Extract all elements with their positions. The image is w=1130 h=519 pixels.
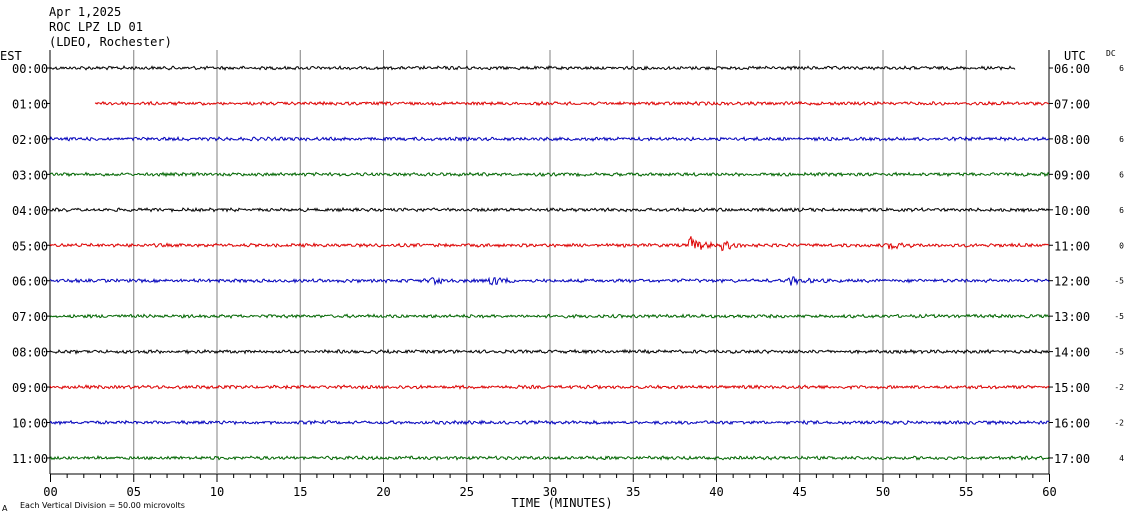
est-row-label: 07:00 — [12, 310, 48, 324]
est-row-label: 11:00 — [12, 452, 48, 466]
est-row-label: 04:00 — [12, 204, 48, 218]
utc-row-label: 06:00 — [1054, 62, 1090, 76]
est-row-label: 10:00 — [12, 417, 48, 431]
x-tick-label: 30 — [543, 485, 557, 499]
corner-mark: A — [2, 504, 8, 513]
est-row-label: 03:00 — [12, 168, 48, 182]
plot-grid — [46, 50, 1053, 482]
dc-value: 4 — [1119, 454, 1124, 463]
scale-note: Each Vertical Division = 50.00 microvolt… — [20, 501, 185, 510]
dc-header: DC — [1106, 49, 1116, 58]
x-tick-label: 60 — [1042, 485, 1056, 499]
utc-row-label: 08:00 — [1054, 133, 1090, 147]
utc-row-label: 17:00 — [1054, 452, 1090, 466]
dc-value: 6 — [1119, 135, 1124, 144]
dc-value: -2 — [1114, 383, 1124, 392]
x-tick-label: 50 — [876, 485, 890, 499]
dc-value: -5 — [1114, 277, 1124, 286]
dc-value: 6 — [1119, 64, 1124, 73]
utc-row-label: 13:00 — [1054, 310, 1090, 324]
utc-row-label: 09:00 — [1054, 168, 1090, 182]
x-tick-label: 05 — [127, 485, 141, 499]
dc-value: -5 — [1114, 348, 1124, 357]
x-tick-label: 15 — [293, 485, 307, 499]
utc-row-label: 11:00 — [1054, 239, 1090, 253]
x-tick-label: 10 — [210, 485, 224, 499]
x-tick-label: 00 — [43, 485, 57, 499]
est-row-label: 09:00 — [12, 381, 48, 395]
trace-line — [49, 206, 1050, 213]
est-label: EST — [0, 49, 22, 63]
utc-row-label: 14:00 — [1054, 346, 1090, 360]
x-tick-label: 45 — [793, 485, 807, 499]
est-row-label: 00:00 — [12, 62, 48, 76]
trace-line — [49, 313, 1050, 319]
utc-row-label: 07:00 — [1054, 97, 1090, 111]
trace-line — [49, 454, 1050, 461]
trace-line — [49, 276, 1050, 286]
x-tick-label: 20 — [376, 485, 390, 499]
trace-line — [49, 419, 1050, 426]
est-row-label: 08:00 — [12, 346, 48, 360]
utc-row-label: 16:00 — [1054, 417, 1090, 431]
utc-row-label: 12:00 — [1054, 275, 1090, 289]
trace-line — [94, 100, 1050, 107]
utc-label: UTC — [1064, 49, 1086, 63]
trace-line — [49, 171, 1050, 178]
station-label: ROC LPZ LD 01 — [49, 20, 143, 34]
trace-line — [49, 65, 1016, 71]
date-label: Apr 1,2025 — [49, 5, 122, 19]
trace-line — [49, 135, 1050, 142]
dc-value: 6 — [1119, 206, 1124, 215]
est-row-label: 02:00 — [12, 133, 48, 147]
network-label: (LDEO, Rochester) — [49, 35, 172, 49]
dc-value: 0 — [1119, 241, 1124, 250]
est-row-label: 06:00 — [12, 275, 48, 289]
dc-value: -5 — [1114, 312, 1124, 321]
seismic-traces — [49, 65, 1050, 461]
trace-line — [49, 384, 1050, 391]
x-tick-label: 25 — [460, 485, 474, 499]
x-tick-label: 40 — [709, 485, 723, 499]
utc-row-label: 15:00 — [1054, 381, 1090, 395]
time-axis-label: TIME (MINUTES) — [511, 496, 612, 510]
trace-line — [49, 236, 1050, 252]
dc-value: 6 — [1119, 170, 1124, 179]
est-row-label: 01:00 — [12, 97, 48, 111]
dc-value: -2 — [1114, 419, 1124, 428]
trace-line — [49, 348, 1050, 355]
est-row-label: 05:00 — [12, 239, 48, 253]
x-tick-label: 35 — [626, 485, 640, 499]
x-tick-label: 55 — [959, 485, 973, 499]
utc-row-label: 10:00 — [1054, 204, 1090, 218]
